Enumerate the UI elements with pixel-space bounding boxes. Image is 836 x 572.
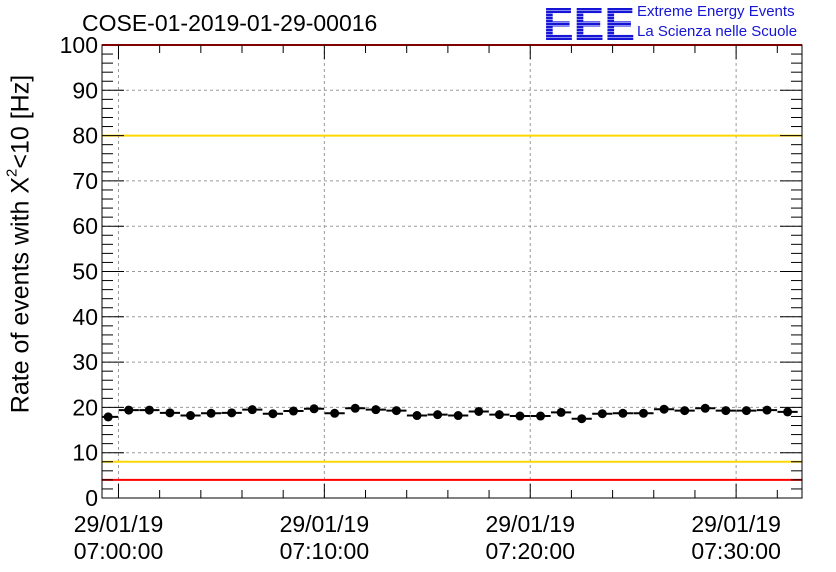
data-point bbox=[680, 406, 690, 416]
data-point bbox=[412, 411, 422, 421]
grid-lines bbox=[102, 45, 802, 498]
data-point bbox=[124, 405, 134, 415]
x-tick-label-time: 07:20:00 bbox=[485, 538, 575, 564]
data-point bbox=[638, 408, 648, 418]
y-tick-label: 100 bbox=[60, 32, 98, 58]
data-point bbox=[391, 406, 401, 416]
data-point bbox=[556, 407, 566, 417]
data-point bbox=[700, 403, 710, 413]
data-point bbox=[247, 405, 257, 415]
y-axis-label-suffix: <10 [Hz] bbox=[6, 74, 35, 169]
chart-title: COSE-01-2019-01-29-00016 bbox=[82, 10, 378, 36]
y-axis-label-prefix: Rate of events with X bbox=[6, 176, 35, 414]
y-tick-label: 70 bbox=[72, 168, 98, 194]
x-tick-label-date: 29/01/19 bbox=[485, 511, 575, 537]
y-tick-label: 40 bbox=[72, 304, 98, 330]
data-point bbox=[453, 411, 463, 421]
y-tick-label: 90 bbox=[72, 77, 98, 103]
x-tick-label-date: 29/01/19 bbox=[691, 511, 781, 537]
data-point bbox=[618, 408, 628, 418]
data-point bbox=[103, 412, 113, 422]
data-point bbox=[330, 408, 340, 418]
data-point bbox=[536, 411, 546, 421]
y-tick-label: 0 bbox=[85, 485, 98, 511]
data-point bbox=[309, 404, 319, 414]
logo-caption-1: Extreme Energy Events bbox=[637, 3, 795, 20]
data-point bbox=[515, 411, 525, 421]
data-point bbox=[783, 407, 793, 417]
y-tick-label: 10 bbox=[72, 440, 98, 466]
y-tick-label: 60 bbox=[72, 213, 98, 239]
data-point bbox=[227, 408, 237, 418]
data-point bbox=[144, 405, 154, 415]
data-point bbox=[165, 408, 175, 418]
data-point bbox=[433, 410, 443, 420]
x-tick-label-time: 07:00:00 bbox=[74, 538, 164, 564]
data-point bbox=[288, 406, 298, 416]
data-point bbox=[577, 414, 587, 424]
data-point bbox=[741, 406, 751, 416]
y-tick-label: 50 bbox=[72, 259, 98, 285]
data-point bbox=[474, 406, 484, 416]
data-point bbox=[659, 404, 669, 414]
x-tick-label-date: 29/01/19 bbox=[74, 511, 164, 537]
data-point bbox=[597, 409, 607, 419]
logo-caption-2: La Scienza nelle Scuole bbox=[637, 23, 798, 40]
axis-ticks bbox=[102, 44, 802, 499]
y-axis-label: Rate of events with X2<10 [Hz] bbox=[3, 74, 35, 414]
data-point bbox=[268, 409, 278, 419]
eee-logo: EEE bbox=[543, 2, 635, 46]
data-series bbox=[102, 403, 798, 424]
tick-labels: 010203040506070809010029/01/1907:00:0029… bbox=[60, 32, 781, 564]
plot-frame bbox=[101, 44, 803, 499]
data-point bbox=[721, 406, 731, 416]
x-tick-label-date: 29/01/19 bbox=[280, 511, 370, 537]
x-tick-label-time: 07:30:00 bbox=[691, 538, 781, 564]
data-point bbox=[371, 405, 381, 415]
y-tick-label: 30 bbox=[72, 349, 98, 375]
y-tick-label: 20 bbox=[72, 394, 98, 420]
x-tick-label-time: 07:10:00 bbox=[280, 538, 370, 564]
y-axis-label-superscript: 2 bbox=[3, 168, 21, 177]
data-point bbox=[762, 405, 772, 415]
data-point bbox=[186, 411, 196, 421]
data-point bbox=[494, 410, 504, 420]
eee-logo-text: EEE bbox=[543, 2, 635, 46]
data-point bbox=[206, 408, 216, 418]
data-point bbox=[350, 403, 360, 413]
y-tick-label: 80 bbox=[72, 123, 98, 149]
